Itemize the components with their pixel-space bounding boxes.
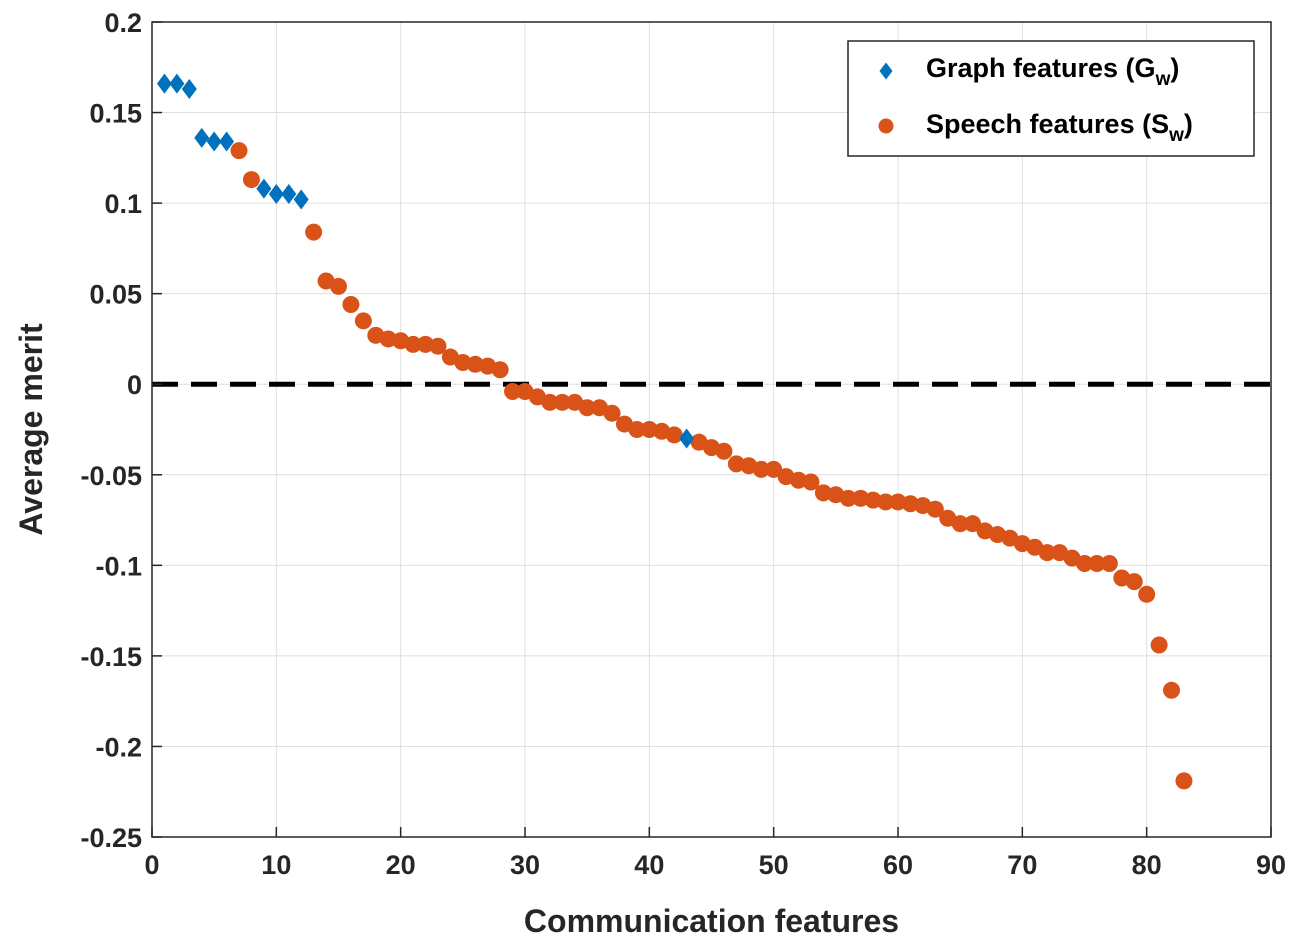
speech-feature-point	[417, 335, 435, 353]
speech-feature-point	[466, 355, 484, 373]
speech-feature-point	[765, 460, 783, 478]
legend-speech-sub: w	[1168, 125, 1184, 146]
speech-feature-point	[926, 500, 944, 518]
speech-feature-point	[1150, 636, 1168, 654]
legend-speech-end: )	[1184, 109, 1193, 139]
y-tick-label: 0.15	[89, 99, 142, 129]
speech-feature-point	[429, 337, 447, 355]
y-axis-label: Average merit	[13, 323, 49, 536]
x-tick-label: 30	[510, 850, 540, 880]
speech-feature-point	[1038, 544, 1056, 562]
legend-entry-speech-features: Speech features (Sw)	[926, 109, 1193, 146]
legend-graph-main: Graph features (G	[926, 53, 1156, 83]
speech-feature-point	[342, 296, 360, 314]
speech-feature-point	[330, 277, 347, 295]
speech-feature-point	[628, 421, 646, 438]
speech-feature-point	[964, 515, 982, 533]
speech-feature-point	[230, 142, 248, 160]
speech-feature-point	[1100, 555, 1118, 573]
speech-feature-point	[877, 493, 895, 511]
x-tick-label: 0	[144, 850, 159, 880]
speech-feature-point	[1076, 555, 1093, 573]
speech-feature-point	[603, 404, 621, 422]
speech-feature-point	[727, 455, 745, 473]
plot-area-frame	[151, 21, 1272, 838]
speech-feature-point	[640, 421, 658, 438]
graph-feature-point	[679, 428, 695, 449]
x-tick-label: 10	[261, 850, 291, 880]
graph-feature-point	[256, 178, 272, 199]
y-tick-label: 0.1	[104, 189, 142, 219]
y-tick-label: -0.05	[80, 461, 142, 491]
x-tick-label: 80	[1132, 850, 1162, 880]
y-tick-label: 0	[127, 370, 142, 400]
legend-entry-graph-features: Graph features (Gw)	[926, 53, 1179, 90]
speech-feature-point	[305, 223, 323, 241]
speech-feature-point	[852, 489, 870, 507]
legend: Graph features (Gw) Speech features (Sw)	[847, 40, 1255, 157]
x-tick-label: 60	[883, 850, 913, 880]
graph-feature-point	[156, 73, 172, 94]
y-tick-label: -0.2	[95, 732, 142, 762]
y-tick-label: -0.1	[95, 551, 142, 581]
speech-feature-point	[1088, 555, 1106, 573]
legend-diamond-marker-icon	[879, 62, 893, 80]
speech-feature-point	[715, 442, 733, 460]
speech-feature-point	[790, 471, 808, 489]
legend-graph-sub: w	[1155, 69, 1171, 90]
graph-feature-point	[268, 184, 284, 205]
speech-feature-point	[752, 460, 770, 478]
speech-feature-point	[864, 491, 882, 509]
speech-feature-point	[839, 489, 857, 507]
y-tick-label: -0.25	[80, 823, 142, 853]
graph-feature-point	[219, 131, 235, 152]
legend-speech-main: Speech features (S	[926, 109, 1169, 139]
x-tick-label: 90	[1256, 850, 1286, 880]
x-tick-label: 40	[634, 850, 664, 880]
data-points	[156, 73, 1193, 790]
graph-feature-point	[181, 79, 197, 100]
graph-feature-point	[169, 73, 185, 94]
graph-feature-point	[293, 189, 309, 210]
speech-feature-point	[404, 335, 422, 353]
speech-feature-point	[1125, 573, 1143, 591]
graph-feature-point	[206, 131, 222, 152]
legend-circle-marker-icon	[878, 118, 894, 134]
speech-feature-point	[504, 382, 522, 400]
speech-feature-point	[1163, 681, 1181, 699]
speech-feature-point	[354, 312, 372, 330]
y-tick-label: -0.15	[80, 642, 142, 672]
speech-feature-point	[553, 393, 571, 411]
speech-feature-point	[951, 515, 969, 533]
speech-feature-point	[802, 473, 820, 491]
legend-box	[847, 40, 1255, 157]
axis-ticks: 0 10 20 30 40 50 60 70 80 90 0.2 0.15 0.1 0.05 0 -0.05 -…	[80, 8, 1286, 880]
speech-feature-point	[379, 330, 397, 348]
speech-feature-point	[242, 171, 260, 189]
speech-feature-point	[901, 495, 919, 513]
speech-feature-point	[1175, 772, 1193, 790]
x-tick-label: 70	[1007, 850, 1037, 880]
graph-feature-point	[194, 127, 210, 148]
speech-feature-point	[665, 426, 683, 444]
x-axis-label: Communication features	[524, 903, 899, 938]
speech-feature-point	[1138, 585, 1156, 603]
legend-graph-end: )	[1170, 53, 1179, 83]
speech-feature-point	[814, 484, 832, 502]
x-tick-label: 50	[759, 850, 789, 880]
y-tick-label: 0.2	[104, 8, 142, 38]
speech-feature-point	[491, 361, 509, 379]
graph-feature-point	[281, 184, 297, 205]
x-tick-label: 20	[386, 850, 416, 880]
speech-feature-point	[454, 353, 472, 371]
y-tick-label: 0.05	[89, 280, 142, 310]
speech-feature-point	[541, 393, 559, 411]
speech-feature-point	[578, 399, 596, 417]
speech-feature-point	[889, 493, 907, 511]
